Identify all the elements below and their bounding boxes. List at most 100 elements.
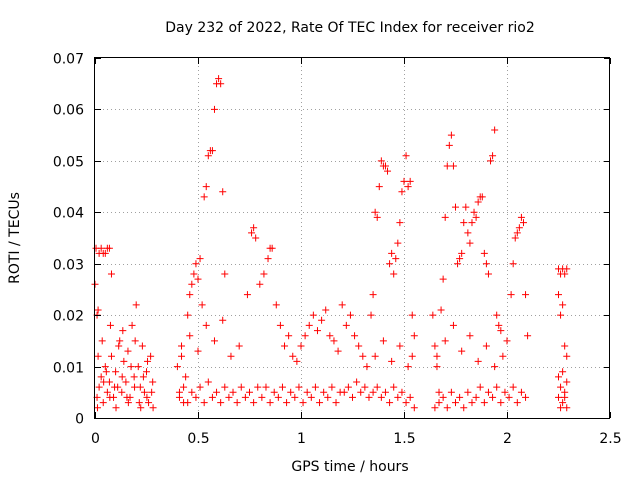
data-point [324,393,332,401]
data-point [334,347,342,355]
data-point [402,399,410,407]
data-point [210,337,218,345]
data-point [462,203,470,211]
data-point [439,275,447,283]
data-point [101,363,109,371]
data-point [493,311,501,319]
data-point [140,388,148,396]
data-point [456,393,464,401]
data-point [480,399,488,407]
data-point [390,270,398,278]
data-point [102,368,110,376]
data-point [276,321,284,329]
data-point [495,321,503,329]
y-tick-label: 0.05 [53,155,84,171]
data-point [237,383,245,391]
data-point [449,321,457,329]
data-point [107,270,115,278]
data-point [178,342,186,350]
y-tick-label: 0.07 [53,52,84,68]
data-point [497,327,505,335]
data-point [454,260,462,268]
data-point [122,378,130,386]
grid [95,58,610,418]
data-point [361,383,369,391]
data-point [287,388,295,396]
data-point [394,239,402,247]
data-point [340,388,348,396]
data-point [503,337,511,345]
data-point [264,255,272,263]
x-tick-label: 2 [503,431,512,447]
data-point [555,291,562,299]
data-point [346,311,354,319]
data-point [94,306,102,314]
data-point [449,162,457,170]
data-point [484,388,492,396]
data-point [178,352,186,360]
data-point [186,332,194,340]
data-point [303,388,311,396]
data-point [478,193,486,201]
data-point [192,393,200,401]
data-point [365,393,373,401]
data-point [460,219,468,227]
y-axis-label: ROTI / TECUs [7,192,23,284]
data-point [291,393,299,401]
data-point [388,357,396,365]
data-point [268,244,276,252]
data-point [468,399,476,407]
data-point [359,352,367,360]
data-point [466,332,474,340]
data-point [557,404,565,412]
data-point [272,301,280,309]
data-point [379,337,387,345]
data-point [386,399,394,407]
data-point [202,183,210,191]
data-point [390,383,398,391]
data-point [143,393,151,401]
data-point [509,260,517,268]
data-point [196,383,204,391]
data-point [349,393,356,401]
data-point [215,75,223,83]
data-point [118,388,126,396]
data-point [250,399,258,407]
data-point [330,337,338,345]
y-tick-label: 0.01 [53,361,84,377]
data-point [202,321,210,329]
data-point [297,342,305,350]
data-point [563,378,571,386]
data-point [404,363,412,371]
data-point [328,383,336,391]
data-point [452,399,459,407]
y-tick-label: 0.06 [53,103,84,119]
data-point [398,388,406,396]
data-point [149,378,157,386]
data-point [557,311,565,319]
data-point [487,157,495,165]
data-point [246,388,253,396]
data-point [396,219,404,227]
data-point [474,357,482,365]
data-point [208,393,216,401]
data-point [184,311,192,319]
data-point [188,388,196,396]
data-point [561,342,569,350]
data-point [124,399,132,407]
data-point [97,244,105,252]
data-point [301,332,309,340]
x-tick-label: 2.5 [599,431,621,447]
data-point [95,383,103,391]
data-point [107,352,115,360]
data-point [311,383,319,391]
data-point [115,342,123,350]
x-tick-label: 0 [91,431,100,447]
data-point [342,321,350,329]
data-point [128,321,136,329]
data-point [229,388,237,396]
data-point [221,383,229,391]
data-point [270,388,278,396]
data-point [135,399,143,407]
